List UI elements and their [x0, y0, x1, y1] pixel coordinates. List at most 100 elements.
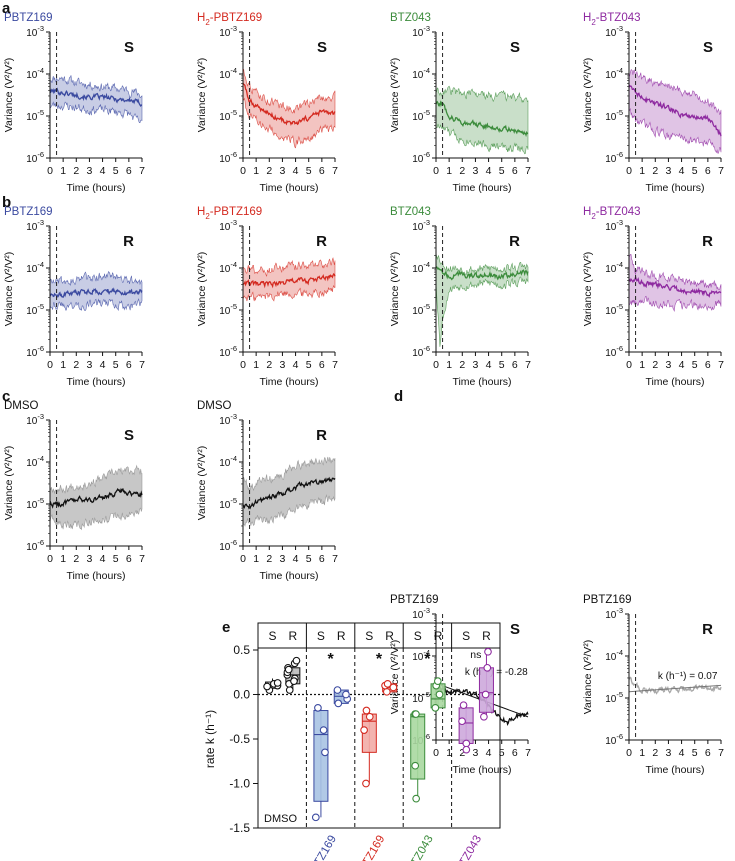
panel-title: PBTZ169 [583, 594, 632, 606]
x-tick-label: 0 [240, 359, 246, 371]
y-tick-base: 10 [412, 264, 424, 275]
mean-variance-trace [628, 84, 722, 137]
condition-letter: R [509, 233, 520, 250]
significance-marker: * [424, 651, 431, 668]
condition-letter: S [124, 427, 134, 444]
x-tick-label: 4 [679, 359, 685, 371]
x-tick-label: 3 [280, 553, 286, 565]
y-tick-base: 10 [219, 154, 231, 165]
y-tick-base: 10 [219, 348, 231, 359]
condition-letter: S [703, 39, 713, 56]
x-tick-label: 2 [73, 165, 79, 177]
x-tick-label: 2 [266, 359, 272, 371]
y-tick-exponent: -4 [37, 454, 44, 463]
y-tick-base: 10 [412, 28, 424, 39]
data-point-R [481, 690, 490, 699]
title-hyphen: - [210, 12, 214, 24]
y-tick-label: 10-6 [412, 344, 430, 359]
title-hyphen: - [596, 12, 600, 24]
y-tick-label: 10-4 [605, 648, 623, 663]
data-point-S [459, 701, 468, 710]
panel-title: PBTZ169 [4, 206, 53, 218]
data-point-R [431, 703, 440, 712]
y-tick-exponent: -6 [37, 344, 44, 353]
y-tick-label: -0.5 [229, 732, 250, 746]
y-tick-exponent: -4 [37, 260, 44, 269]
y-tick-label: 10-3 [605, 24, 623, 39]
x-tick-label: 5 [499, 165, 505, 177]
x-tick-label: 1 [253, 165, 259, 177]
title-name: BTZ043 [390, 206, 431, 218]
y-tick-label: 10-5 [219, 496, 237, 511]
mean-variance-trace [435, 266, 529, 281]
y-tick-label: 10-5 [26, 302, 44, 317]
y-tick-exponent: -4 [37, 66, 44, 75]
x-tick-label: 0 [47, 359, 53, 371]
y-tick-label: 10-3 [412, 606, 430, 621]
data-point-S [314, 703, 322, 712]
y-tick-exponent: -5 [423, 302, 430, 311]
x-tick-label: 5 [306, 165, 312, 177]
x-tick-label: 6 [126, 553, 132, 565]
x-tick-label: 4 [486, 359, 492, 371]
x-tick-label: 4 [486, 165, 492, 177]
title-name: PBTZ169 [583, 594, 632, 606]
mean-variance-trace [49, 287, 143, 299]
panel-letter-c: c [2, 388, 10, 405]
y-tick-base: 10 [26, 542, 38, 553]
y-tick-base: 10 [605, 694, 617, 705]
y-tick-label: 10-6 [26, 150, 44, 165]
y-tick-base: 10 [605, 222, 617, 233]
title-prefix: H [197, 12, 205, 24]
y-tick-base: 10 [219, 416, 231, 427]
x-tick-label: 0 [626, 165, 632, 177]
title-prefix: H [583, 206, 591, 218]
y-tick-label: 10-5 [26, 108, 44, 123]
y-axis-label: Variance (V²/V²) [196, 446, 208, 521]
y-axis-label: Variance (V²/V²) [3, 252, 15, 327]
y-tick-base: 10 [605, 306, 617, 317]
x-tick-label: 7 [332, 553, 338, 565]
x-tick-label: 2 [73, 553, 79, 565]
x-tick-label: 5 [692, 747, 698, 759]
y-tick-base: 10 [26, 28, 38, 39]
data-point-S [411, 761, 420, 770]
header-letter-S: S [365, 629, 373, 643]
x-tick-label: 4 [679, 747, 685, 759]
header-letter-S: S [462, 629, 470, 643]
significance-marker: ns [470, 649, 481, 661]
title-name: DMSO [4, 400, 39, 412]
title-name: PBTZ169 [214, 206, 263, 218]
y-tick-label: 10-3 [219, 218, 237, 233]
y-tick-label: 10-4 [605, 260, 623, 275]
x-tick-label: 1 [253, 359, 259, 371]
y-tick-base: 10 [412, 222, 424, 233]
y-tick-base: 10 [605, 154, 617, 165]
y-tick-exponent: -5 [230, 108, 237, 117]
y-tick-base: 10 [26, 222, 38, 233]
y-tick-base: 10 [412, 70, 424, 81]
x-tick-label: 4 [100, 165, 106, 177]
x-tick-label: 3 [473, 165, 479, 177]
exponential-fit-line [628, 684, 722, 693]
x-axis-label: Time (hours) [259, 182, 318, 194]
panel-letter-d: d [394, 388, 403, 405]
data-point-R [334, 699, 343, 708]
x-tick-label: 7 [332, 359, 338, 371]
x-tick-label: 6 [126, 165, 132, 177]
y-tick-exponent: -4 [230, 260, 237, 269]
x-axis-label: Time (hours) [452, 376, 511, 388]
y-tick-base: 10 [26, 500, 38, 511]
data-point-R [484, 647, 492, 656]
group-label: PBTZ169 [304, 834, 339, 861]
title-subscript: 2 [205, 212, 210, 221]
x-tick-label: 6 [319, 553, 325, 565]
data-point-R [290, 677, 298, 686]
x-tick-label: 2 [459, 747, 465, 759]
mean-variance-trace [242, 272, 336, 289]
mean-variance-trace [242, 82, 336, 126]
condition-letter: S [510, 39, 520, 56]
y-axis-label: Variance (V²/V²) [582, 58, 594, 133]
